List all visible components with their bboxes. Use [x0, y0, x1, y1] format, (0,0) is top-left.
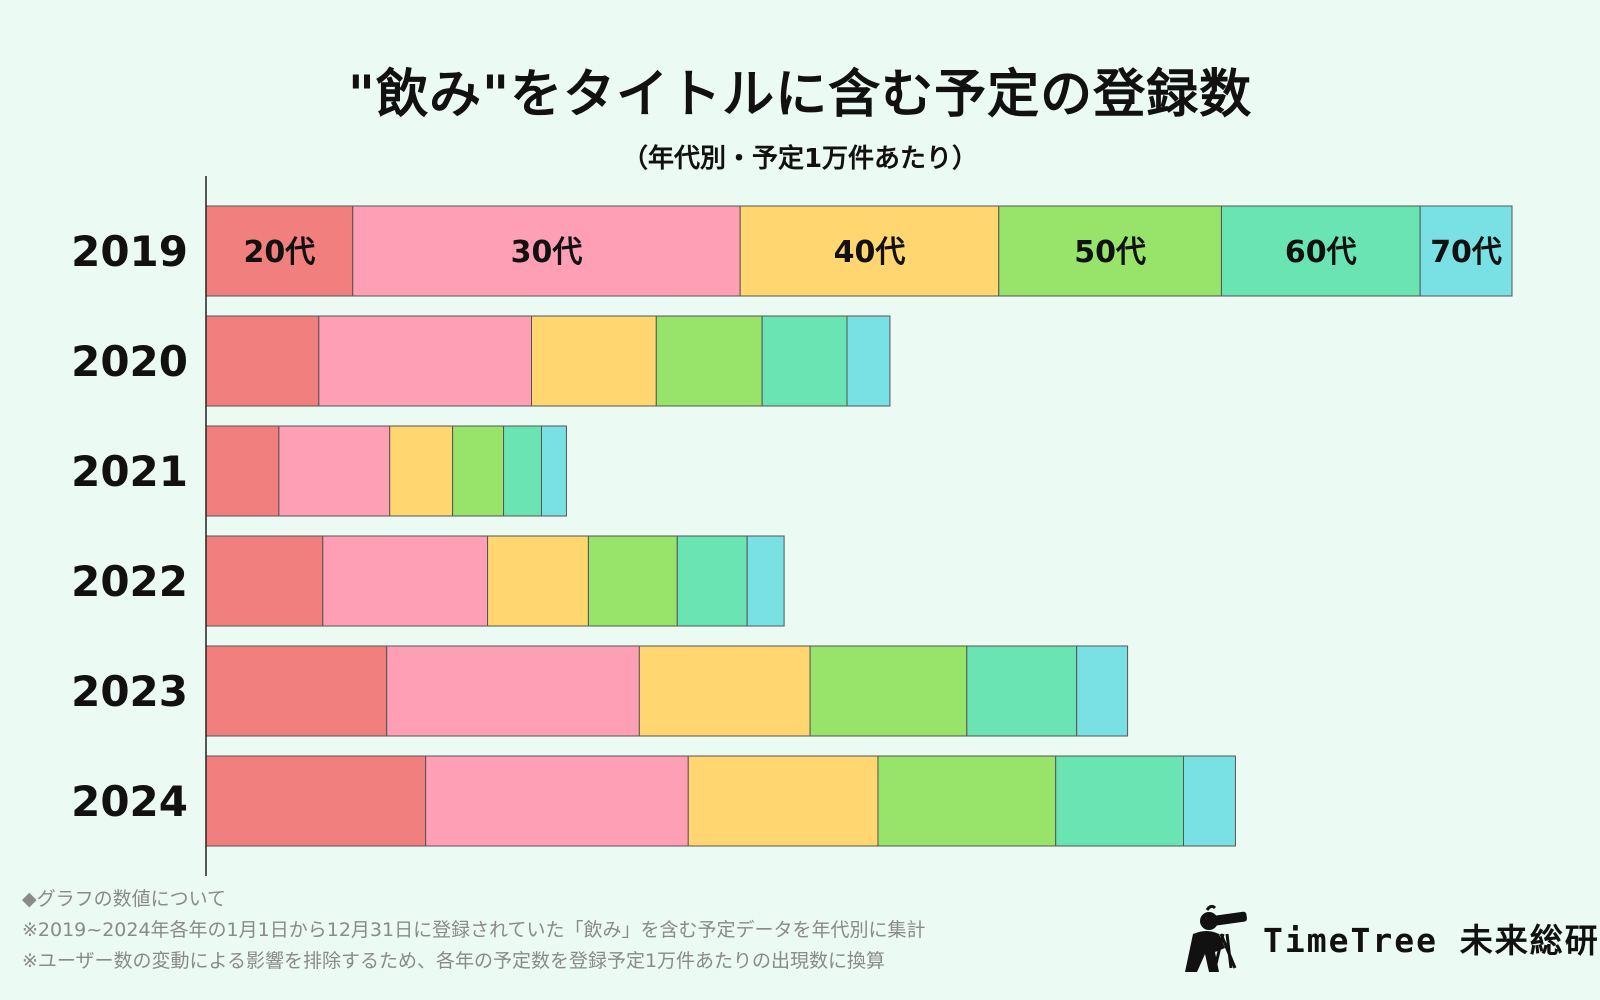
segment-label-50代: 50代: [1074, 235, 1146, 270]
bar-2020-20代: [205, 315, 320, 407]
bar-2024-50代: [877, 755, 1057, 847]
segment-labels: 20代 30代 40代 50代 60代 70代: [244, 235, 1502, 270]
bar-2020-40代: [531, 315, 657, 407]
bar-2022-40代: [487, 535, 589, 627]
segment-label-70代: 70代: [1430, 235, 1502, 270]
bar-2024-20代: [205, 755, 427, 847]
bar-2023-20代: [205, 645, 388, 737]
bar-2022-70代: [746, 535, 785, 627]
bar-2019-70代: [1419, 205, 1513, 297]
segment-label-20代: 20代: [244, 235, 316, 270]
bar-2022-30代: [322, 535, 489, 627]
year-label-2019: 2019: [71, 227, 188, 276]
segment-label-30代: 30代: [511, 235, 583, 270]
bar-2022-50代: [587, 535, 678, 627]
bar-2022-20代: [205, 535, 324, 627]
bar-2023-50代: [809, 645, 968, 737]
bar-2021-30代: [278, 425, 391, 517]
brand-logo: TimeTree 未来総研: [1183, 904, 1600, 972]
year-label-2022: 2022: [71, 557, 188, 606]
bar-2019-60代: [1220, 205, 1421, 297]
bar-2024-70代: [1183, 755, 1236, 847]
telescope-person-icon: [1185, 904, 1247, 972]
chart-subtitle: （年代別・予定1万件あたり）: [621, 144, 979, 174]
bar-2024-60代: [1055, 755, 1185, 847]
bar-2023-70代: [1076, 645, 1129, 737]
bar-2021-60代: [503, 425, 542, 517]
notes: ◆グラフの数値について ※2019~2024年各年の1月1日から12月31日に登…: [22, 884, 926, 977]
notes-line-1: ※2019~2024年各年の1月1日から12月31日に登録されていた「飲み」を含…: [22, 919, 926, 941]
bar-2023-40代: [638, 645, 811, 737]
bar-2020-70代: [846, 315, 891, 407]
brand-name: TimeTree 未来総研: [1263, 921, 1600, 960]
bar-2021-70代: [540, 425, 567, 517]
y-axis-labels: 2019 2020 2021 2022 2023 2024: [71, 227, 188, 826]
bar-2021-20代: [205, 425, 280, 517]
bar-2020-30代: [318, 315, 533, 407]
bar-2021-40代: [389, 425, 454, 517]
year-label-2023: 2023: [71, 667, 188, 716]
bar-2019-20代: [205, 205, 354, 297]
bar-2024-40代: [687, 755, 879, 847]
year-label-2021: 2021: [71, 447, 188, 496]
bar-2023-60代: [966, 645, 1078, 737]
bar-2021-50代: [452, 425, 505, 517]
segment-label-60代: 60代: [1285, 235, 1357, 270]
bars: [205, 205, 1513, 847]
year-label-2024: 2024: [71, 777, 188, 826]
stacked-bar-chart: 2019 2020 2021 2022 2023 2024 20代 30代 40代 50代 60代…: [71, 176, 1513, 876]
chart-title: "飲み"をタイトルに含む予定の登録数: [347, 65, 1253, 125]
bar-2019-50代: [998, 205, 1222, 297]
bar-2022-60代: [676, 535, 748, 627]
bar-2020-60代: [761, 315, 848, 407]
bar-2020-50代: [655, 315, 763, 407]
bar-2023-30代: [386, 645, 640, 737]
notes-heading: ◆グラフの数値について: [22, 888, 227, 910]
bar-2019-40代: [739, 205, 1000, 297]
segment-label-40代: 40代: [834, 235, 906, 270]
notes-line-2: ※ユーザー数の変動による影響を排除するため、各年の予定数を登録予定1万件あたりの…: [22, 950, 886, 972]
year-label-2020: 2020: [71, 337, 188, 386]
bar-2024-30代: [425, 755, 689, 847]
